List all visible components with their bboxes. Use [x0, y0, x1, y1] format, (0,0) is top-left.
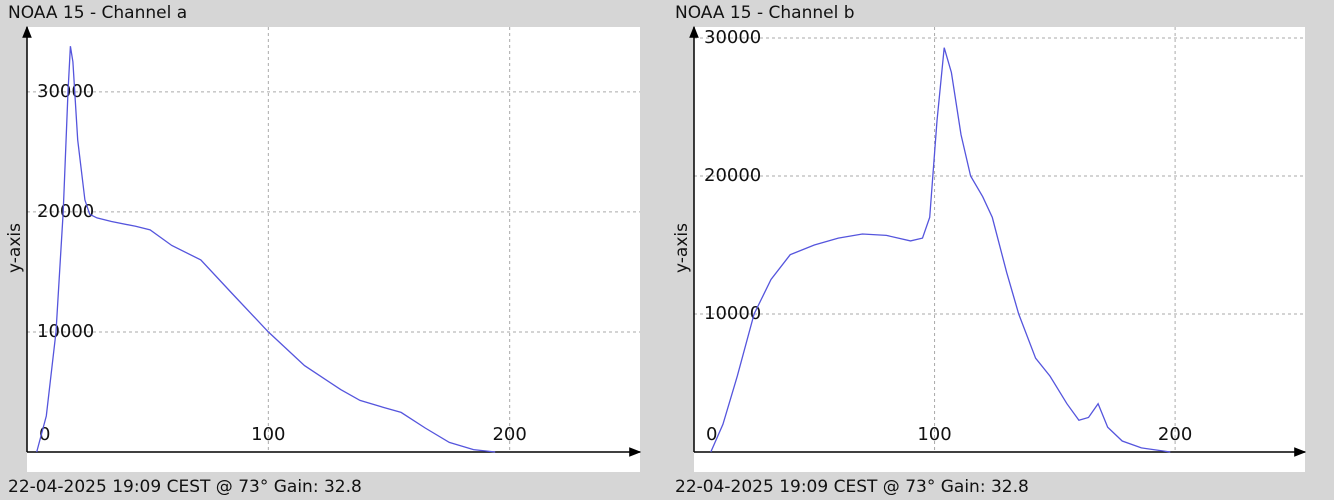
plot-area — [27, 27, 640, 472]
y-tick-label: 10000 — [704, 303, 761, 324]
chart-title: NOAA 15 - Channel a — [8, 3, 187, 23]
x-tick-label: 100 — [251, 424, 285, 445]
data-line — [710, 47, 1171, 453]
y-tick-label: 20000 — [37, 201, 94, 222]
chart-title: NOAA 15 - Channel b — [675, 3, 855, 23]
y-axis-label: y-axis — [672, 223, 692, 273]
y-tick-label: 20000 — [704, 165, 761, 186]
y-tick-label: 10000 — [37, 321, 94, 342]
caption: 22-04-2025 19:09 CEST @ 73° Gain: 32.8 — [8, 477, 362, 497]
plot-area — [694, 27, 1305, 472]
x-tick-label: 200 — [1158, 424, 1192, 445]
data-line — [36, 46, 496, 453]
x-tick-label: 0 — [706, 424, 717, 445]
x-tick-label: 0 — [39, 424, 50, 445]
y-tick-label: 30000 — [37, 81, 94, 102]
y-axis-label: y-axis — [5, 223, 25, 273]
x-tick-label: 100 — [917, 424, 951, 445]
x-tick-label: 200 — [492, 424, 526, 445]
y-tick-label: 30000 — [704, 27, 761, 48]
caption: 22-04-2025 19:09 CEST @ 73° Gain: 32.8 — [675, 477, 1029, 497]
